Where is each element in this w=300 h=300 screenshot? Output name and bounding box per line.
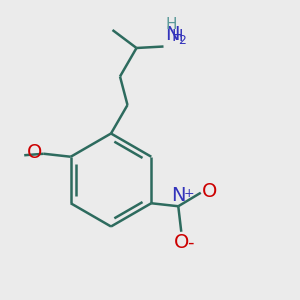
Text: H: H xyxy=(171,29,183,44)
Text: O: O xyxy=(202,182,218,201)
Text: N: N xyxy=(165,25,179,44)
Text: N: N xyxy=(171,186,185,205)
Text: -: - xyxy=(187,234,193,252)
Text: O: O xyxy=(27,143,42,162)
Text: +: + xyxy=(184,187,194,200)
Text: H: H xyxy=(165,17,177,32)
Text: 2: 2 xyxy=(178,34,186,47)
Text: O: O xyxy=(174,233,189,252)
